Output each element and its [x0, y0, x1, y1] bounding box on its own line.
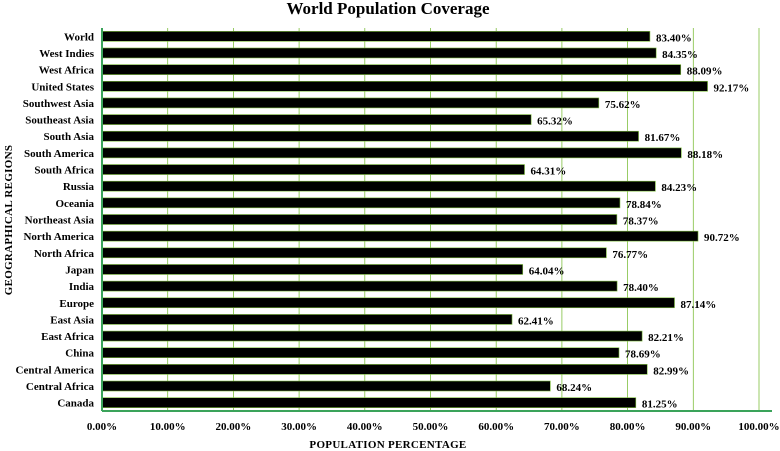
bar: [101, 330, 643, 342]
data-label: 82.99%: [653, 365, 689, 377]
category-label: United States: [31, 81, 94, 93]
category-label: Japan: [65, 264, 94, 276]
bar: [101, 230, 699, 242]
data-label: 87.14%: [681, 299, 717, 311]
category-label: West Africa: [39, 65, 95, 77]
data-label: 64.04%: [529, 265, 565, 277]
bar: [101, 214, 618, 225]
data-label: 68.24%: [556, 382, 592, 394]
x-tick-label: 0.00%: [87, 421, 117, 433]
category-label: China: [65, 348, 94, 360]
category-label: Northeast Asia: [25, 215, 95, 227]
data-label: 75.62%: [605, 99, 641, 111]
data-label: 90.72%: [704, 232, 740, 244]
chart-title: World Population Coverage: [286, 0, 490, 18]
category-label: India: [69, 281, 95, 293]
category-labels: World West Indies West Africa United States…: [16, 31, 95, 409]
data-label: 81.25%: [642, 399, 678, 411]
x-tick-labels: 0.00% 10.00% 20.00% 30.00% 40.00% 50.00% 60.00…: [87, 421, 780, 433]
bar: [101, 347, 620, 359]
category-label: Central Africa: [26, 381, 95, 393]
data-label: 64.31%: [531, 166, 567, 178]
category-label: South America: [24, 148, 94, 160]
bar: [101, 180, 656, 192]
bar: [101, 164, 525, 175]
x-tick-label: 20.00%: [216, 421, 252, 433]
bar: [101, 264, 524, 275]
category-label: West Indies: [39, 48, 94, 60]
data-label: 88.18%: [687, 149, 723, 161]
category-label: South Asia: [44, 131, 95, 143]
data-label: 84.35%: [662, 49, 698, 61]
bar: [101, 397, 637, 408]
data-label: 84.23%: [661, 182, 697, 194]
category-label: Russia: [63, 181, 95, 193]
bar: [101, 114, 532, 125]
bar: [101, 280, 618, 292]
category-label: Central America: [16, 364, 95, 376]
data-label: 82.21%: [648, 332, 684, 344]
category-label: Europe: [59, 298, 94, 310]
category-label: North America: [23, 231, 94, 243]
bar: [101, 314, 513, 325]
data-label: 78.84%: [626, 199, 662, 211]
data-label: 78.37%: [623, 216, 659, 228]
category-label: Southeast Asia: [25, 115, 94, 127]
data-label: 92.17%: [714, 82, 750, 94]
data-label: 88.09%: [687, 66, 723, 78]
bar: [101, 197, 621, 209]
x-axis-title: POPULATION PERCENTAGE: [309, 439, 466, 451]
bar: [101, 364, 648, 375]
x-tick-label: 60.00%: [478, 421, 514, 433]
category-label: East Africa: [41, 331, 94, 343]
bar: [101, 80, 708, 92]
data-labels: 83.40% 84.35% 88.09% 92.17% 75.62% 65.32% 81.6…: [518, 32, 749, 410]
data-label: 81.67%: [645, 132, 681, 144]
bars: [101, 31, 708, 408]
data-label: 62.41%: [518, 315, 554, 327]
category-label: Oceania: [56, 198, 95, 210]
data-label: 78.69%: [625, 349, 661, 361]
x-tick-label: 30.00%: [281, 421, 317, 433]
data-label: 65.32%: [537, 116, 573, 128]
bar: [101, 64, 682, 75]
category-label: Canada: [57, 398, 94, 410]
category-label: East Asia: [50, 314, 94, 326]
category-label: World: [64, 31, 94, 43]
y-axis-title: GEOGRAPHICAL REGIONS: [3, 145, 15, 296]
category-label: North Africa: [34, 248, 95, 260]
data-label: 76.77%: [612, 249, 648, 261]
category-label: Southwest Asia: [23, 98, 95, 110]
x-tick-label: 80.00%: [610, 421, 646, 433]
x-tick-label: 70.00%: [544, 421, 580, 433]
x-tick-label: 90.00%: [675, 421, 711, 433]
x-tick-label: 50.00%: [413, 421, 449, 433]
data-label: 78.40%: [623, 282, 659, 294]
bar: [101, 31, 651, 42]
bar: [101, 147, 682, 159]
x-tick-label: 40.00%: [347, 421, 383, 433]
x-tick-label: 10.00%: [150, 421, 186, 433]
category-label: South Africa: [34, 165, 94, 177]
bar: [101, 47, 657, 59]
bar: [101, 297, 675, 309]
bar: [101, 247, 607, 259]
data-label: 83.40%: [656, 32, 692, 44]
bar: [101, 380, 551, 392]
x-tick-label: 100.00%: [738, 421, 779, 433]
bar: [101, 130, 639, 142]
bar: [101, 97, 600, 109]
